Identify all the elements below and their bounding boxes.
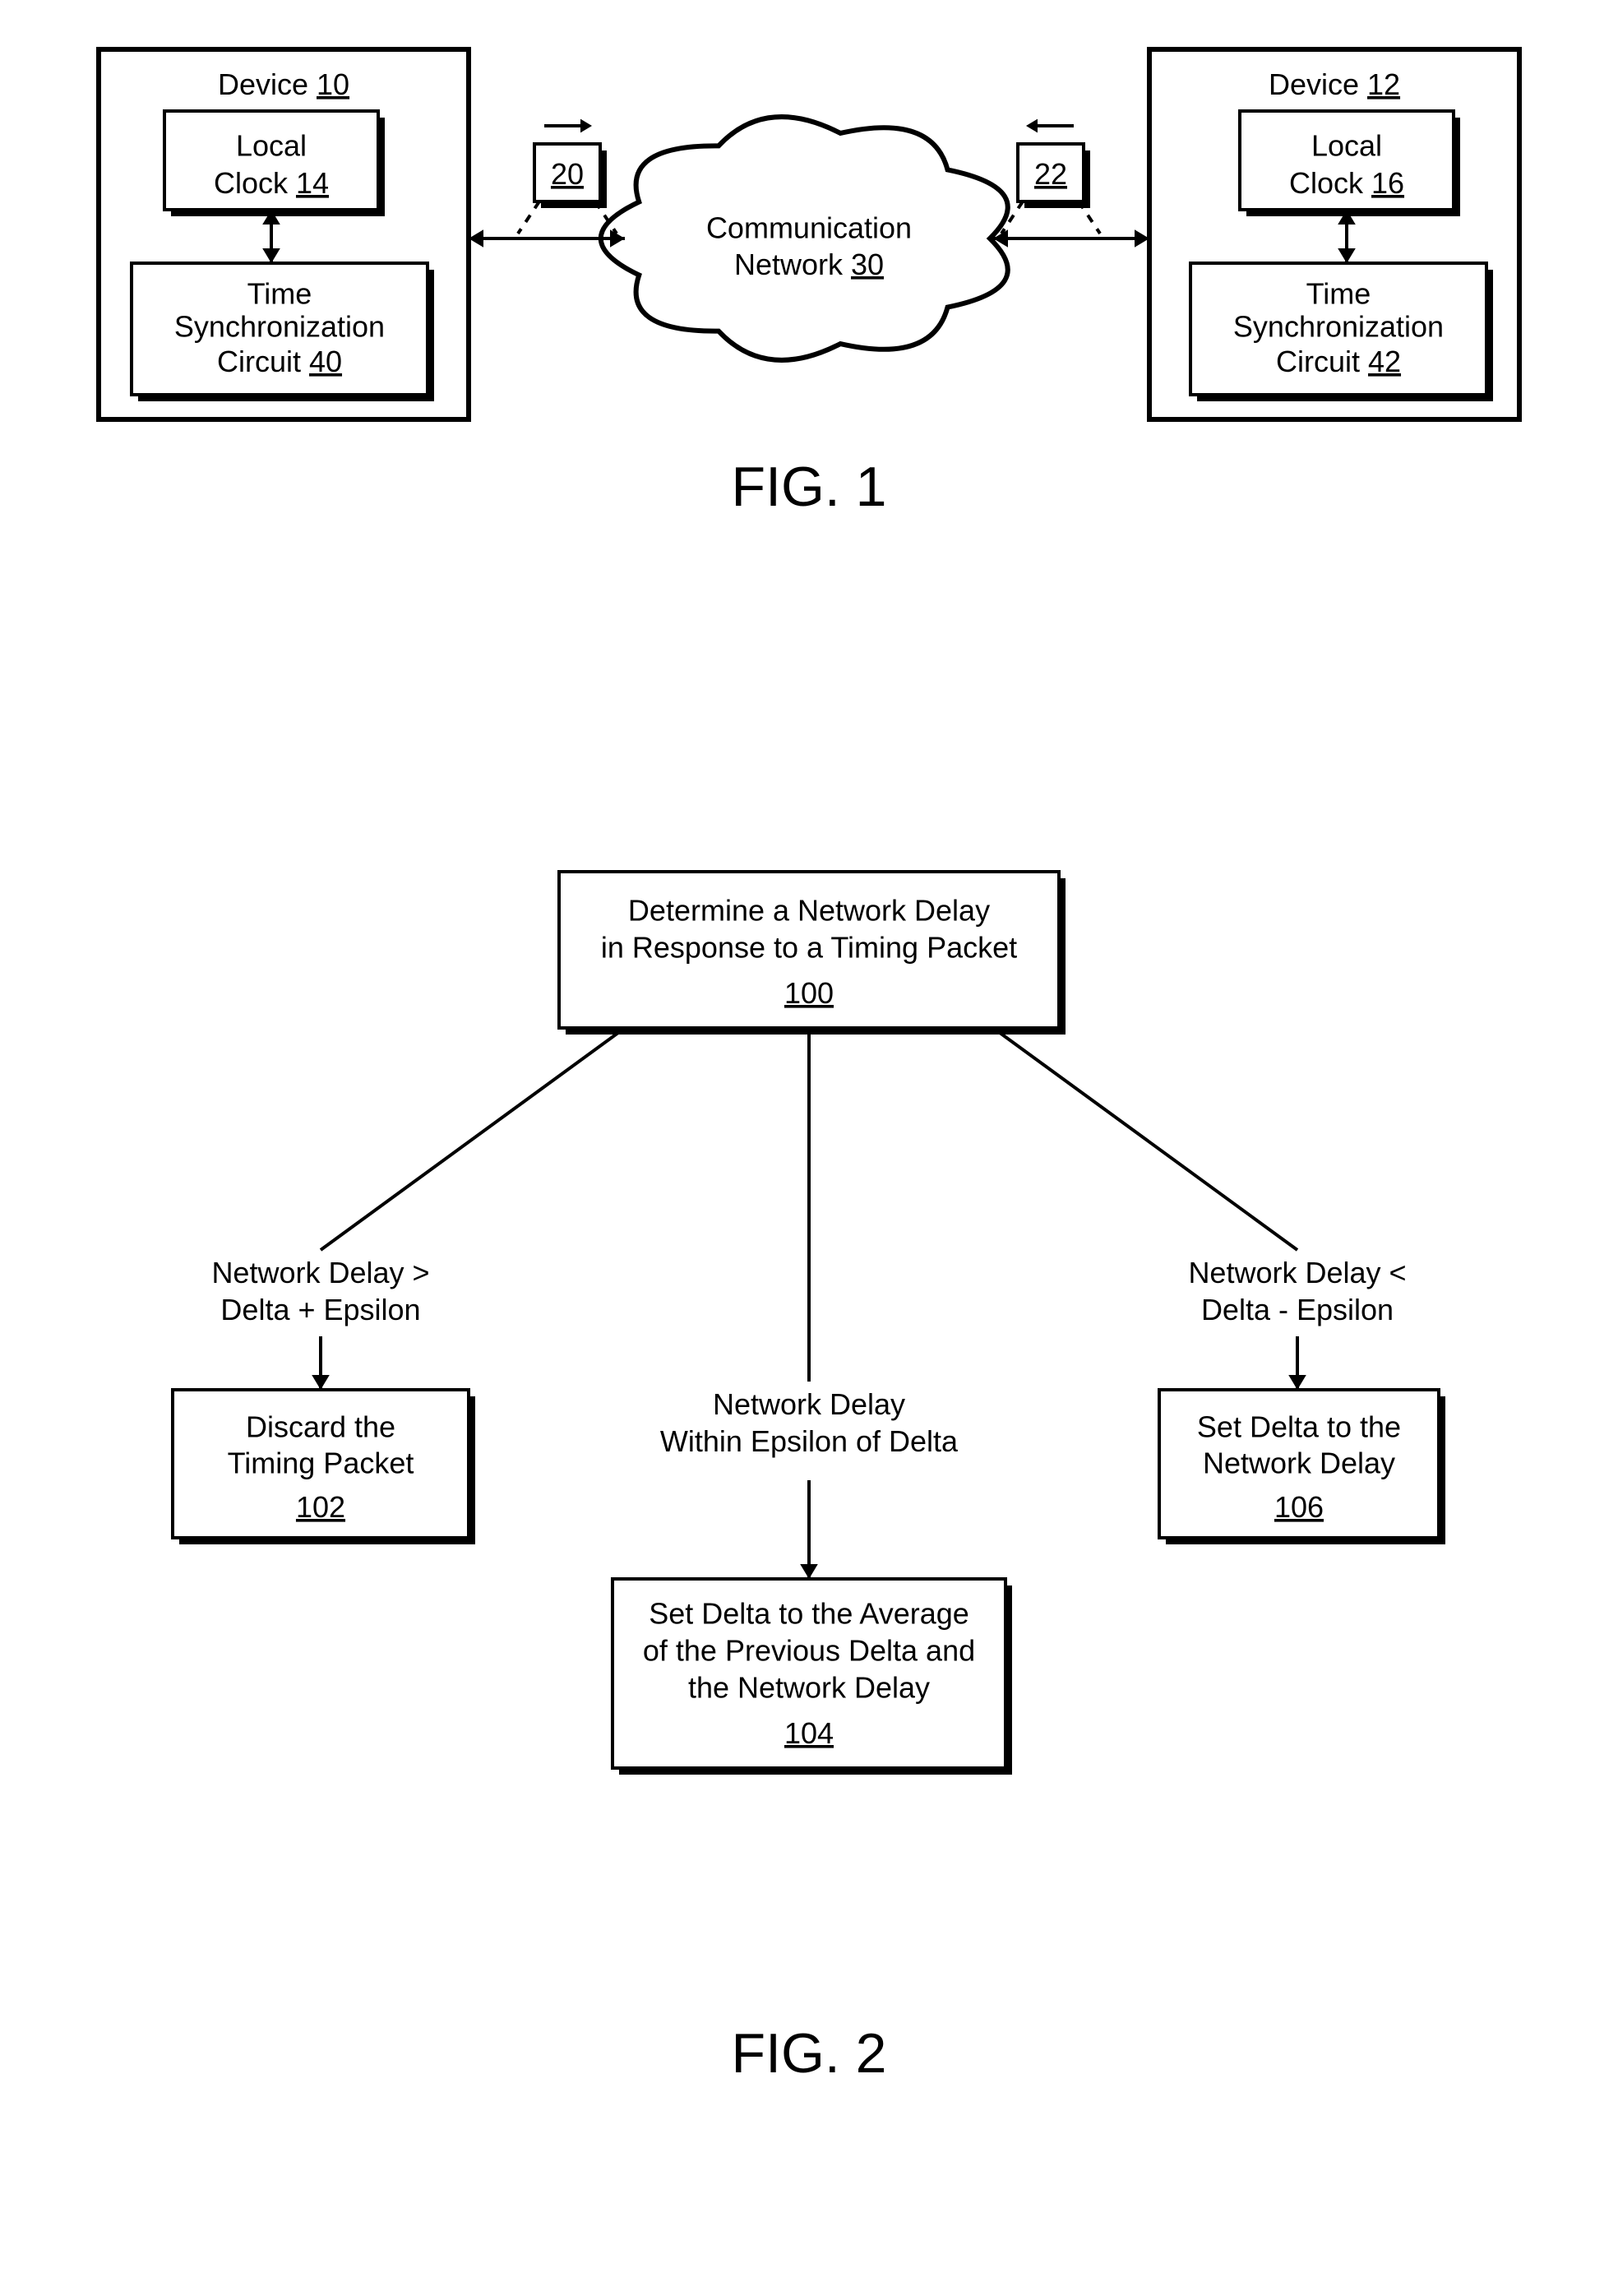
svg-text:Device 12: Device 12 (1269, 67, 1400, 101)
svg-text:FIG. 2: FIG. 2 (732, 2022, 887, 2085)
svg-text:Within Epsilon of Delta: Within Epsilon of Delta (660, 1424, 959, 1458)
svg-text:Network Delay: Network Delay (713, 1387, 905, 1421)
svg-text:Time: Time (1306, 277, 1371, 311)
svg-text:Circuit 40: Circuit 40 (217, 345, 342, 378)
svg-text:Network Delay: Network Delay (1203, 1447, 1395, 1480)
svg-text:Device 10: Device 10 (218, 67, 349, 101)
svg-text:Circuit 42: Circuit 42 (1276, 345, 1401, 378)
svg-text:Clock 16: Clock 16 (1289, 166, 1404, 200)
svg-text:Synchronization: Synchronization (174, 310, 385, 344)
svg-text:Network Delay <: Network Delay < (1188, 1256, 1406, 1289)
svg-text:Set Delta to the Average: Set Delta to the Average (649, 1597, 969, 1631)
svg-text:Synchronization: Synchronization (1233, 310, 1444, 344)
svg-text:Local: Local (236, 129, 307, 163)
svg-text:104: 104 (784, 1716, 834, 1750)
svg-text:Communication: Communication (706, 211, 912, 245)
svg-text:Time: Time (247, 277, 312, 311)
svg-text:20: 20 (551, 157, 584, 191)
svg-text:Network 30: Network 30 (734, 248, 884, 281)
svg-text:Delta + Epsilon: Delta + Epsilon (220, 1293, 420, 1326)
svg-text:102: 102 (296, 1490, 345, 1524)
patent-figures: Device 10LocalClock 14TimeSynchronizatio… (0, 0, 1618, 2296)
svg-text:the Network Delay: the Network Delay (688, 1671, 930, 1705)
svg-text:Network Delay >: Network Delay > (211, 1256, 429, 1289)
svg-text:Clock 14: Clock 14 (214, 166, 329, 200)
svg-text:Delta - Epsilon: Delta - Epsilon (1201, 1293, 1394, 1326)
svg-text:Discard the: Discard the (246, 1410, 395, 1444)
svg-text:Local: Local (1311, 129, 1382, 163)
svg-text:FIG. 1: FIG. 1 (732, 456, 887, 518)
svg-text:Set Delta to the: Set Delta to the (1197, 1410, 1401, 1444)
svg-text:100: 100 (784, 976, 834, 1010)
svg-text:in Response to a Timing Packet: in Response to a Timing Packet (601, 931, 1017, 965)
svg-text:Timing Packet: Timing Packet (228, 1447, 414, 1480)
svg-text:Determine a Network Delay: Determine a Network Delay (628, 894, 990, 928)
svg-text:of the Previous Delta and: of the Previous Delta and (643, 1634, 975, 1668)
svg-text:22: 22 (1034, 157, 1067, 191)
svg-text:106: 106 (1274, 1490, 1324, 1524)
